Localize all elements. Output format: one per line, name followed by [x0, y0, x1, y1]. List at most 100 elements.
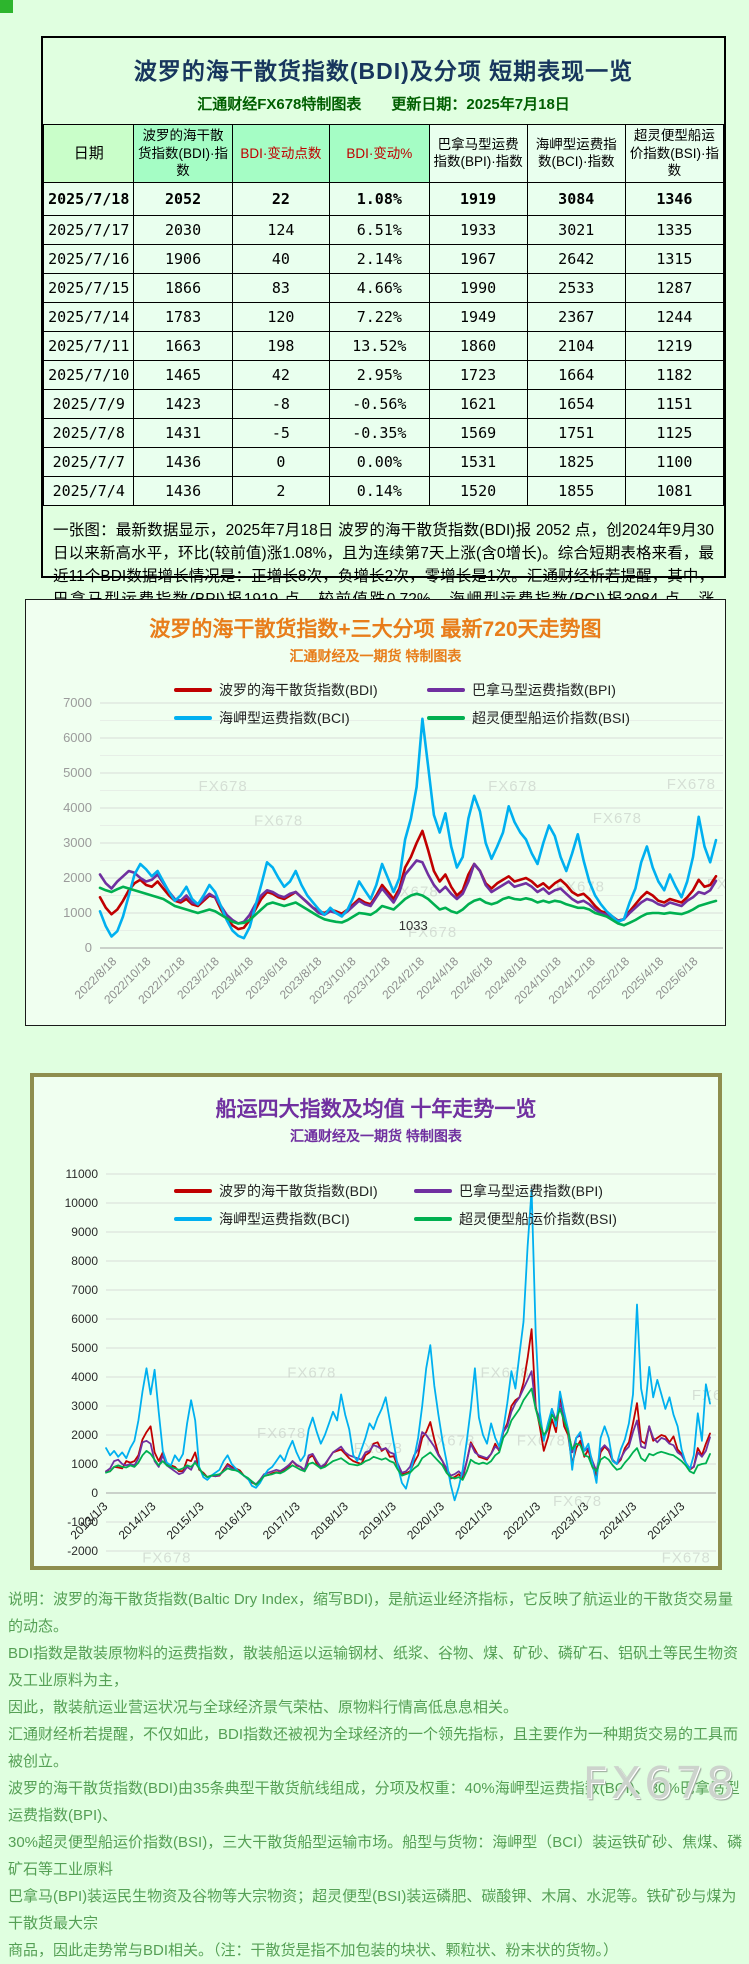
- chart-10y-subtitle: 汇通财经及一期货 特制图表: [290, 1128, 462, 1144]
- svg-text:7000: 7000: [71, 1283, 98, 1297]
- svg-text:0: 0: [85, 940, 92, 955]
- svg-text:1000: 1000: [71, 1457, 98, 1471]
- table-cell: 1520: [428, 475, 528, 506]
- table-cell: 1621: [428, 388, 528, 419]
- svg-text:4000: 4000: [71, 1370, 98, 1384]
- table-cell: 1244: [624, 301, 725, 332]
- table-cell: 3084: [526, 181, 626, 216]
- table-cell: 1182: [624, 359, 725, 390]
- svg-text:2019/1/3: 2019/1/3: [356, 1499, 399, 1542]
- chart-720d-panel: 波罗的海干散货指数+三大分项 最新720天走势图 汇通财经及一期货 特制图表 波…: [25, 599, 726, 1026]
- table-row: 2025/7/18 2052 22 1.08% 1919 3084 1346: [42, 181, 725, 216]
- table-cell: 6.51%: [329, 214, 430, 245]
- svg-text:5000: 5000: [71, 1341, 98, 1355]
- footnote-line: 因此，散装航运业营运状况与全球经济景气荣枯、原物料行情高低息息相关。: [8, 1699, 519, 1716]
- svg-text:2022/1/3: 2022/1/3: [500, 1499, 543, 1542]
- svg-text:FX678: FX678: [593, 810, 642, 827]
- table-cell: 2: [231, 475, 331, 506]
- table-cell: 1100: [624, 446, 725, 477]
- table-cell: 1315: [624, 243, 725, 274]
- table-row: 2025/7/8 1431 -5 -0.35% 1569 1751 1125: [42, 417, 725, 448]
- table-cell: 1436: [133, 446, 233, 477]
- svg-text:-1000: -1000: [67, 1515, 98, 1529]
- table-cell: 2025/7/15: [42, 272, 135, 303]
- svg-text:9000: 9000: [71, 1225, 98, 1239]
- table-cell: 2.95%: [329, 359, 430, 390]
- chart-10y-title: 船运四大指数及均值 十年走势一览: [215, 1098, 537, 1121]
- table-cell: 2025/7/4: [42, 475, 135, 506]
- legend-swatch: [414, 1217, 452, 1221]
- table-cell: 1423: [133, 388, 233, 419]
- table-cell: 1.08%: [329, 181, 430, 216]
- table-header-row: 日期 波罗的海干散货指数(BDI)·指数 BDI·变动点数 BDI·变动% 巴拿马型运费…: [42, 124, 725, 183]
- chart-10y-canvas: -2000 -1000 0 1000 2000 3000 4000 5000 6000 7000 8…: [65, 1167, 718, 1566]
- legend-label: 超灵便型船运价指数(BSI): [459, 1211, 617, 1227]
- table-cell: 2025/7/9: [42, 388, 135, 419]
- table-cell: 2025/7/14: [42, 301, 135, 332]
- table-cell: 1219: [624, 330, 725, 361]
- svg-text:3000: 3000: [63, 835, 92, 850]
- column-header: 波罗的海干散货指数(BDI)·指数: [133, 124, 233, 183]
- table-cell: 4.66%: [329, 272, 430, 303]
- table-cell: 2025/7/16: [42, 243, 135, 274]
- svg-text:6000: 6000: [63, 730, 92, 745]
- column-header: BDI·变动%: [329, 124, 430, 183]
- table-row: 2025/7/10 1465 42 2.95% 1723 1664 1182: [42, 359, 725, 390]
- bdi-short-term-table: 日期 波罗的海干散货指数(BDI)·指数 BDI·变动点数 BDI·变动% 巴拿马型运费…: [42, 124, 725, 506]
- table-cell: 2025/7/10: [42, 359, 135, 390]
- table-row: 2025/7/17 2030 124 6.51% 1933 3021 1335: [42, 214, 725, 245]
- legend-swatch: [174, 1189, 212, 1193]
- table-cell: 1919: [428, 181, 528, 216]
- table-cell: 1933: [428, 214, 528, 245]
- svg-text:2021/1/3: 2021/1/3: [452, 1499, 495, 1542]
- table-cell: 83: [231, 272, 331, 303]
- table-cell: -0.35%: [329, 417, 430, 448]
- table-cell: 2642: [526, 243, 626, 274]
- table-cell: 1431: [133, 417, 233, 448]
- table-cell: 1825: [526, 446, 626, 477]
- legend-swatch: [174, 688, 212, 692]
- chart-720d-title: 波罗的海干散货指数+三大分项 最新720天走势图: [149, 618, 602, 641]
- svg-text:FX678: FX678: [667, 776, 716, 793]
- table-cell: 124: [231, 214, 331, 245]
- table-cell: 3021: [526, 214, 626, 245]
- column-header: BDI·变动点数: [231, 124, 331, 183]
- table-cell: 2025/7/7: [42, 446, 135, 477]
- legend-swatch: [427, 688, 465, 692]
- table-cell: 2025/7/17: [42, 214, 135, 245]
- legend-item: 巴拿马型运费指数(BPI): [427, 676, 680, 704]
- table-cell: 0.14%: [329, 475, 430, 506]
- svg-text:FX678: FX678: [517, 1432, 566, 1449]
- footnote-line: 巴拿马(BPI)装运民生物资及谷物等大宗物资；超灵便型(BSI)装运磷肥、碳酸钾…: [8, 1888, 737, 1932]
- svg-text:FX678: FX678: [556, 879, 605, 896]
- table-cell: 1990: [428, 272, 528, 303]
- chart-720d-subtitle: 汇通财经及一期货 特制图表: [289, 648, 462, 664]
- svg-text:2016/1/3: 2016/1/3: [212, 1499, 255, 1542]
- chart-720d-legend: 波罗的海干散货指数(BDI) 巴拿马型运费指数(BPI) 海岬型运费指数(BCI) 超…: [174, 676, 680, 732]
- table-cell: 1287: [624, 272, 725, 303]
- svg-text:FX678: FX678: [480, 1365, 529, 1382]
- footnote-line: 30%超灵便型船运价指数(BSI)，三大干散货船型运输市场。船型与货物：海岬型（…: [8, 1834, 743, 1878]
- svg-text:3000: 3000: [71, 1399, 98, 1413]
- table-cell: 2025/7/11: [42, 330, 135, 361]
- table-row: 2025/7/15 1866 83 4.66% 1990 2533 1287: [42, 272, 725, 303]
- legend-label: 巴拿马型运费指数(BPI): [459, 1183, 603, 1199]
- table-row: 2025/7/9 1423 -8 -0.56% 1621 1654 1151: [42, 388, 725, 419]
- svg-text:FX678: FX678: [142, 1549, 191, 1566]
- legend-swatch: [427, 716, 465, 720]
- fx678-watermark: FX678: [582, 1758, 737, 1809]
- table-cell: 2025/7/18: [42, 181, 135, 216]
- footnote-line: BDI指数是散装原物料的运费指数，散装船运以运输钢材、纸浆、谷物、煤、矿砂、磷矿…: [8, 1645, 739, 1689]
- table-row: 2025/7/4 1436 2 0.14% 1520 1855 1081: [42, 475, 725, 506]
- svg-text:FX678: FX678: [426, 1432, 475, 1449]
- footnote-line: 说明：波罗的海干散货指数(Baltic Dry Index，缩写BDI)，是航运…: [8, 1591, 734, 1635]
- table-cell: 1751: [526, 417, 626, 448]
- legend-item: 波罗的海干散货指数(BDI): [174, 1177, 414, 1205]
- table-cell: 1855: [526, 475, 626, 506]
- table-cell: -5: [231, 417, 331, 448]
- table-cell: 22: [231, 181, 331, 216]
- svg-text:FX678: FX678: [254, 813, 303, 830]
- table-cell: 1866: [133, 272, 233, 303]
- table-cell: 1436: [133, 475, 233, 506]
- svg-text:2000: 2000: [71, 1428, 98, 1442]
